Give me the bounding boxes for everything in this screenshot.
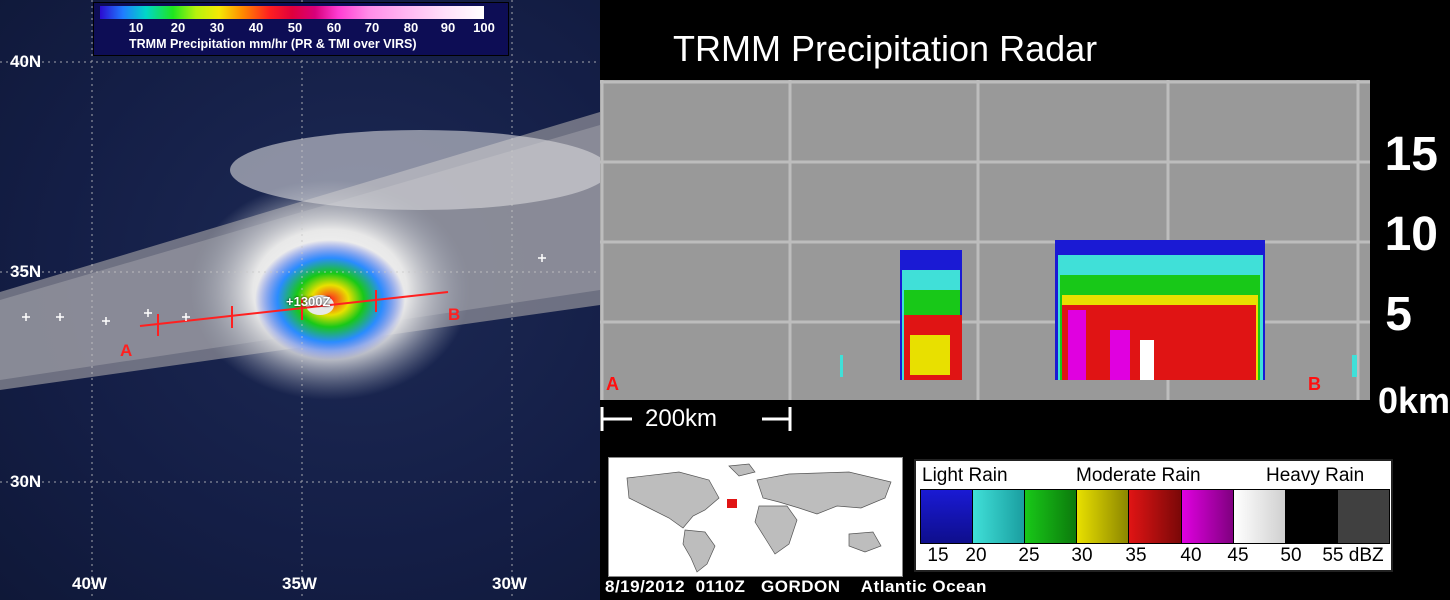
legend-swatch <box>1181 490 1234 543</box>
altitude-label-10: 10 <box>1384 208 1438 261</box>
legend-value: 25 <box>1018 545 1040 566</box>
overpass-time-label: +1300Z <box>286 294 331 309</box>
lat-label-30n: 30N <box>10 472 42 491</box>
legend-value: 30 <box>1071 545 1093 566</box>
track-ticks <box>157 290 377 336</box>
distance-scale-bar: 200km <box>600 405 795 433</box>
storm-location-marker <box>727 499 737 508</box>
precip-tick: 100 <box>473 20 495 35</box>
track-markers <box>22 254 546 325</box>
world-map-image <box>626 463 892 573</box>
precip-legend: 10 20 30 40 50 60 70 80 90 100 TRMM Prec… <box>93 2 509 56</box>
radar-cross-section-image <box>600 80 1370 400</box>
footer-region: Atlantic Ocean <box>860 577 987 596</box>
legend-value: 40 <box>1180 545 1202 566</box>
lat-label-35n: 35N <box>10 262 42 281</box>
precip-color-bar <box>100 6 484 19</box>
legend-swatch <box>1129 490 1182 543</box>
altitude-label-5: 5 <box>1385 288 1412 341</box>
legend-swatch <box>1337 490 1389 543</box>
precip-tick: 80 <box>403 20 419 35</box>
echo-cell-right <box>1055 240 1265 380</box>
lon-label-30w: 30W <box>492 574 527 593</box>
footer-caption: 8/19/2012 0110Z GORDON Atlantic Ocean <box>605 577 987 597</box>
satellite-map-panel: 10 20 30 40 50 60 70 80 90 100 TRMM Prec… <box>0 0 600 600</box>
radar-title: TRMM Precipitation Radar <box>673 28 1098 69</box>
track-label-a: A <box>120 341 133 360</box>
echo-cell-left <box>900 250 962 380</box>
scale-bar-lines <box>600 407 792 431</box>
precip-tick: 70 <box>364 20 380 35</box>
precip-tick: 60 <box>326 20 342 35</box>
lon-label-40w: 40W <box>72 574 107 593</box>
legend-swatch <box>1285 490 1338 543</box>
precip-tick: 10 <box>128 20 144 35</box>
echo-speck <box>840 355 843 377</box>
footer-storm: GORDON <box>761 577 841 596</box>
legend-value: 55 dBZ <box>1322 545 1384 566</box>
precip-ticks: 10 20 30 40 50 60 70 80 90 100 <box>94 20 508 36</box>
track-line <box>139 291 449 327</box>
precip-tick: 30 <box>209 20 225 35</box>
reflectivity-legend: Light Rain Moderate Rain Heavy Rain 15 2… <box>914 459 1393 572</box>
track-label-b: B <box>448 305 461 324</box>
legend-swatch <box>921 490 974 543</box>
precip-tick: 90 <box>440 20 456 35</box>
lon-label-35w: 35W <box>282 574 317 593</box>
precip-tick: 50 <box>287 20 303 35</box>
precip-eye <box>306 295 334 315</box>
altitude-label-15: 15 <box>1384 128 1438 181</box>
legend-value: 35 <box>1125 545 1147 566</box>
precip-tick: 20 <box>170 20 186 35</box>
legend-swatch <box>1077 490 1130 543</box>
legend-swatch <box>1025 490 1078 543</box>
precip-legend-title: TRMM Precipitation mm/hr (PR & TMI over … <box>129 37 417 51</box>
legend-category: Light Rain <box>922 465 1008 486</box>
precip-tick: 40 <box>248 20 264 35</box>
legend-value: 15 <box>927 545 949 566</box>
radar-label-a: A <box>606 374 619 394</box>
legend-value: 45 <box>1227 545 1249 566</box>
legend-value: 50 <box>1280 545 1302 566</box>
altitude-label-0km: 0km <box>1377 380 1450 421</box>
legend-category: Moderate Rain <box>1076 465 1201 486</box>
radar-label-b: B <box>1308 374 1321 394</box>
satellite-map-image <box>0 0 600 600</box>
lat-label-40n: 40N <box>10 52 42 71</box>
legend-swatches <box>920 489 1390 544</box>
scale-label: 200km <box>645 405 718 432</box>
radar-cross-section: A B <box>600 80 1370 400</box>
legend-value: 20 <box>965 545 987 566</box>
legend-swatch <box>1233 490 1286 543</box>
legend-category: Heavy Rain <box>1266 465 1365 486</box>
radar-panel: TRMM Precipitation Radar <box>600 0 1450 600</box>
world-locator-map <box>608 457 903 577</box>
footer-date: 8/19/2012 <box>605 577 686 596</box>
footer-time: 0110Z <box>695 577 746 596</box>
legend-swatch <box>973 490 1026 543</box>
cloud-band <box>230 130 600 210</box>
echo-speck <box>1352 355 1357 377</box>
